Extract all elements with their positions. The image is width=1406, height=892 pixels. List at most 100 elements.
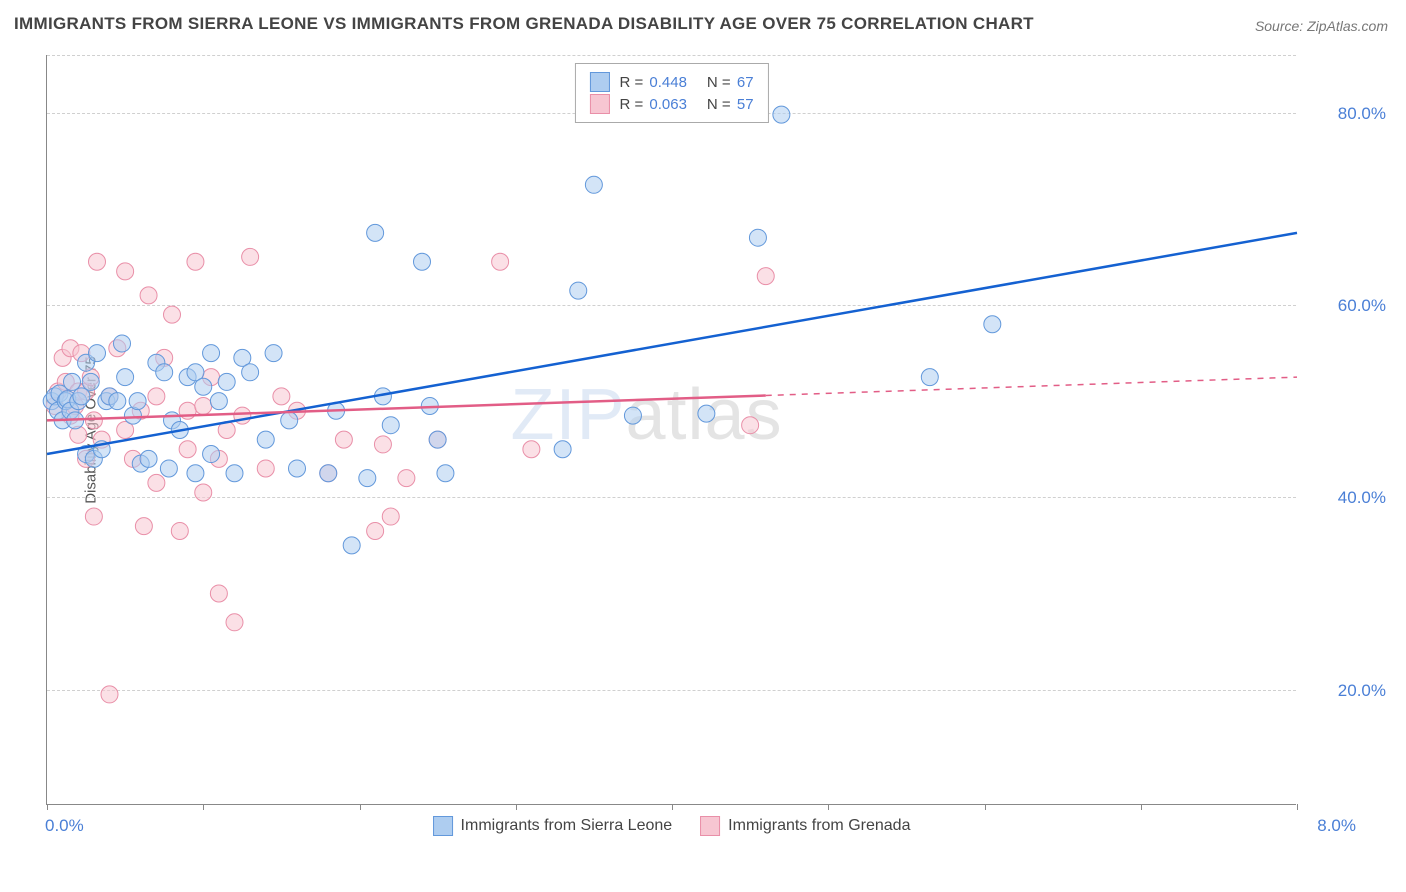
- x-tick: [203, 804, 204, 810]
- scatter-point: [242, 364, 259, 381]
- scatter-point: [437, 465, 454, 482]
- scatter-point: [698, 405, 715, 422]
- y-tick-label: 60.0%: [1306, 296, 1386, 316]
- scatter-point: [148, 474, 165, 491]
- legend-n-label: N =: [707, 74, 731, 91]
- scatter-point: [367, 522, 384, 539]
- scatter-point: [374, 436, 391, 453]
- legend-r-2: R = 0.063: [619, 96, 686, 113]
- legend-r-value-1: 0.448: [649, 74, 687, 91]
- scatter-point: [624, 407, 641, 424]
- y-tick-label: 80.0%: [1306, 104, 1386, 124]
- x-tick: [47, 804, 48, 810]
- scatter-point: [742, 417, 759, 434]
- scatter-point: [257, 460, 274, 477]
- legend-r-value-2: 0.063: [649, 96, 687, 113]
- legend-r-label: R =: [619, 74, 643, 91]
- trend-line-extrapolated: [766, 377, 1297, 395]
- scatter-point: [226, 465, 243, 482]
- scatter-point: [554, 441, 571, 458]
- legend-r-1: R = 0.448: [619, 74, 686, 91]
- legend-row-series-1: R = 0.448 N = 67: [589, 72, 753, 92]
- scatter-point: [195, 397, 212, 414]
- scatter-point: [257, 431, 274, 448]
- scatter-point: [343, 537, 360, 554]
- scatter-point: [273, 388, 290, 405]
- legend-item-1: Immigrants from Sierra Leone: [433, 816, 673, 836]
- legend-bottom-swatch-2: [700, 816, 720, 836]
- source-attribution: Source: ZipAtlas.com: [1255, 18, 1388, 34]
- legend-swatch-1: [589, 72, 609, 92]
- scatter-point: [359, 470, 376, 487]
- legend-bottom-swatch-1: [433, 816, 453, 836]
- scatter-point: [492, 253, 509, 270]
- scatter-point: [187, 465, 204, 482]
- scatter-point: [921, 369, 938, 386]
- legend-r-label: R =: [619, 96, 643, 113]
- x-tick: [360, 804, 361, 810]
- scatter-point: [171, 522, 188, 539]
- series-legend: Immigrants from Sierra Leone Immigrants …: [433, 816, 911, 836]
- scatter-point: [984, 316, 1001, 333]
- scatter-point: [382, 508, 399, 525]
- x-tick: [1141, 804, 1142, 810]
- scatter-point: [179, 441, 196, 458]
- scatter-point: [195, 378, 212, 395]
- legend-label-1: Immigrants from Sierra Leone: [461, 817, 673, 835]
- legend-n-label: N =: [707, 96, 731, 113]
- scatter-point: [156, 364, 173, 381]
- legend-item-2: Immigrants from Grenada: [700, 816, 910, 836]
- scatter-point: [160, 460, 177, 477]
- x-tick: [985, 804, 986, 810]
- scatter-point: [109, 393, 126, 410]
- plot-area: Disability Age Over 75 ZIPatlas 20.0%40.…: [46, 55, 1296, 805]
- scatter-point: [757, 268, 774, 285]
- scatter-point: [203, 345, 220, 362]
- scatter-point: [210, 393, 227, 410]
- scatter-point: [414, 253, 431, 270]
- scatter-point: [148, 388, 165, 405]
- legend-n-2: N = 57: [707, 96, 754, 113]
- chart-title: IMMIGRANTS FROM SIERRA LEONE VS IMMIGRAN…: [14, 14, 1034, 34]
- scatter-point: [226, 614, 243, 631]
- scatter-point: [89, 253, 106, 270]
- scatter-point: [773, 106, 790, 123]
- scatter-point: [135, 518, 152, 535]
- legend-n-1: N = 67: [707, 74, 754, 91]
- scatter-svg: [47, 55, 1296, 804]
- scatter-point: [265, 345, 282, 362]
- scatter-point: [85, 412, 102, 429]
- scatter-point: [82, 373, 99, 390]
- scatter-point: [367, 224, 384, 241]
- legend-label-2: Immigrants from Grenada: [728, 817, 910, 835]
- y-tick-label: 40.0%: [1306, 488, 1386, 508]
- legend-swatch-2: [589, 94, 609, 114]
- scatter-point: [429, 431, 446, 448]
- correlation-legend: R = 0.448 N = 67 R = 0.063 N = 57: [574, 63, 768, 123]
- scatter-point: [382, 417, 399, 434]
- scatter-point: [129, 393, 146, 410]
- scatter-point: [218, 373, 235, 390]
- scatter-point: [523, 441, 540, 458]
- scatter-point: [749, 229, 766, 246]
- x-tick: [828, 804, 829, 810]
- scatter-point: [281, 412, 298, 429]
- scatter-point: [101, 686, 118, 703]
- scatter-point: [203, 446, 220, 463]
- x-axis-max-label: 8.0%: [1317, 816, 1356, 836]
- scatter-point: [242, 248, 259, 265]
- scatter-point: [210, 585, 227, 602]
- x-tick: [672, 804, 673, 810]
- scatter-point: [140, 287, 157, 304]
- y-tick-label: 20.0%: [1306, 681, 1386, 701]
- legend-n-value-2: 57: [737, 96, 754, 113]
- legend-row-series-2: R = 0.063 N = 57: [589, 94, 753, 114]
- scatter-point: [398, 470, 415, 487]
- scatter-point: [585, 176, 602, 193]
- x-tick: [516, 804, 517, 810]
- trend-line: [47, 233, 1297, 454]
- scatter-point: [117, 263, 134, 280]
- x-axis-min-label: 0.0%: [45, 816, 84, 836]
- scatter-point: [187, 253, 204, 270]
- scatter-point: [289, 460, 306, 477]
